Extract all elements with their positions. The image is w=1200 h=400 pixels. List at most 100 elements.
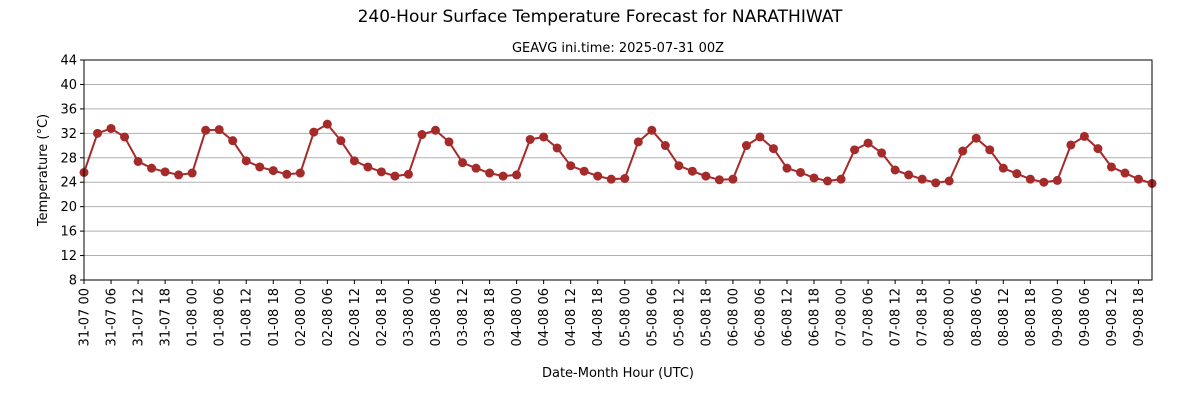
data-point [917,174,927,184]
x-tick-label: 08-08 00 [943,288,958,346]
data-point [714,175,724,185]
data-point [1012,169,1022,179]
data-point [836,174,846,184]
data-point [147,163,157,173]
x-tick-label: 08-08 18 [1024,288,1039,346]
data-point [1133,174,1143,184]
x-tick-label: 01-08 00 [186,288,201,346]
data-point [282,169,292,179]
x-tick-label: 07-08 12 [889,288,904,346]
data-point [485,168,495,178]
chart-title: 240-Hour Surface Temperature Forecast fo… [358,7,843,27]
x-tick-label: 05-08 12 [672,288,687,346]
data-point [106,123,116,133]
x-tick-label: 09-08 12 [1105,288,1120,346]
chart-subtitle: GEAVG ini.time: 2025-07-31 00Z [512,41,724,56]
data-point [647,125,657,135]
data-point [796,167,806,177]
y-tick-label: 32 [60,127,77,142]
y-tick-label: 28 [60,151,77,166]
x-tick-label: 06-08 18 [808,288,823,346]
data-point [674,161,684,171]
data-point [728,174,738,184]
data-point [498,171,508,181]
data-point [998,163,1008,173]
data-point [890,165,900,175]
x-axis-label: Date-Month Hour (UTC) [542,366,694,381]
x-tick-label: 04-08 06 [537,288,552,346]
y-axis-label: Temperature (°C) [36,114,51,227]
x-tick-label: 03-08 06 [429,288,444,346]
x-tick-label: 01-08 18 [267,288,282,346]
y-tick-label: 40 [60,78,77,93]
data-point [755,132,765,142]
data-point [120,132,130,142]
grid-lines [84,59,1152,281]
x-tick-label: 06-08 00 [726,288,741,346]
data-point [336,136,346,146]
x-tick-label: 03-08 00 [402,288,417,346]
x-tick-label: 09-08 00 [1051,288,1066,346]
x-tick-label: 06-08 12 [780,288,795,346]
data-point [687,166,697,176]
x-tick-label: 05-08 00 [618,288,633,346]
data-point [782,163,792,173]
data-point [349,156,359,166]
y-tick-label: 12 [60,249,77,264]
data-point [268,166,278,176]
y-tick-label: 20 [60,200,77,215]
x-tick-label: 04-08 00 [510,288,525,346]
data-point [512,170,522,180]
data-point [593,171,603,181]
plot-frame [83,59,1153,281]
data-point [958,146,968,156]
x-tick-label: 09-08 06 [1078,288,1093,346]
data-point [985,145,995,155]
x-tick-label: 05-08 06 [645,288,660,346]
x-tick-label: 02-08 18 [375,288,390,346]
x-tick-label: 31-07 18 [159,288,174,346]
x-tick-label: 07-08 06 [862,288,877,346]
data-point [214,125,224,135]
x-tick-label: 07-08 00 [835,288,850,346]
data-point [768,144,778,154]
data-point [850,145,860,155]
data-point [809,173,819,183]
data-point [944,176,954,186]
x-tick-label: 03-08 18 [483,288,498,346]
data-point [660,141,670,151]
data-point [539,132,549,142]
data-point [971,133,981,143]
x-tick-label: 08-08 06 [970,288,985,346]
data-point [403,169,413,179]
x-tick-label: 04-08 12 [564,288,579,346]
data-point [174,170,184,180]
data-point [1093,144,1103,154]
data-point [295,168,305,178]
data-point [1079,131,1089,141]
x-tick-label: 04-08 18 [591,288,606,346]
x-tick-label: 09-08 18 [1132,288,1147,346]
data-point [187,168,197,178]
data-point [430,125,440,135]
series-layer [79,119,1157,188]
data-point [525,134,535,144]
data-point [1066,140,1076,150]
x-tick-label: 31-07 00 [78,288,93,346]
x-tick-label: 03-08 12 [456,288,471,346]
data-point [241,156,251,166]
data-point [904,170,914,180]
x-tick-label: 02-08 12 [348,288,363,346]
data-point [1039,177,1049,187]
y-tick-label: 24 [60,176,77,191]
data-point [458,158,468,168]
data-point [444,137,454,147]
data-point [741,141,751,151]
y-tick-label: 8 [69,274,77,289]
data-point [633,137,643,147]
data-point [390,171,400,181]
data-point [931,178,941,188]
x-tick-label: 02-08 06 [321,288,336,346]
data-point [93,128,103,138]
